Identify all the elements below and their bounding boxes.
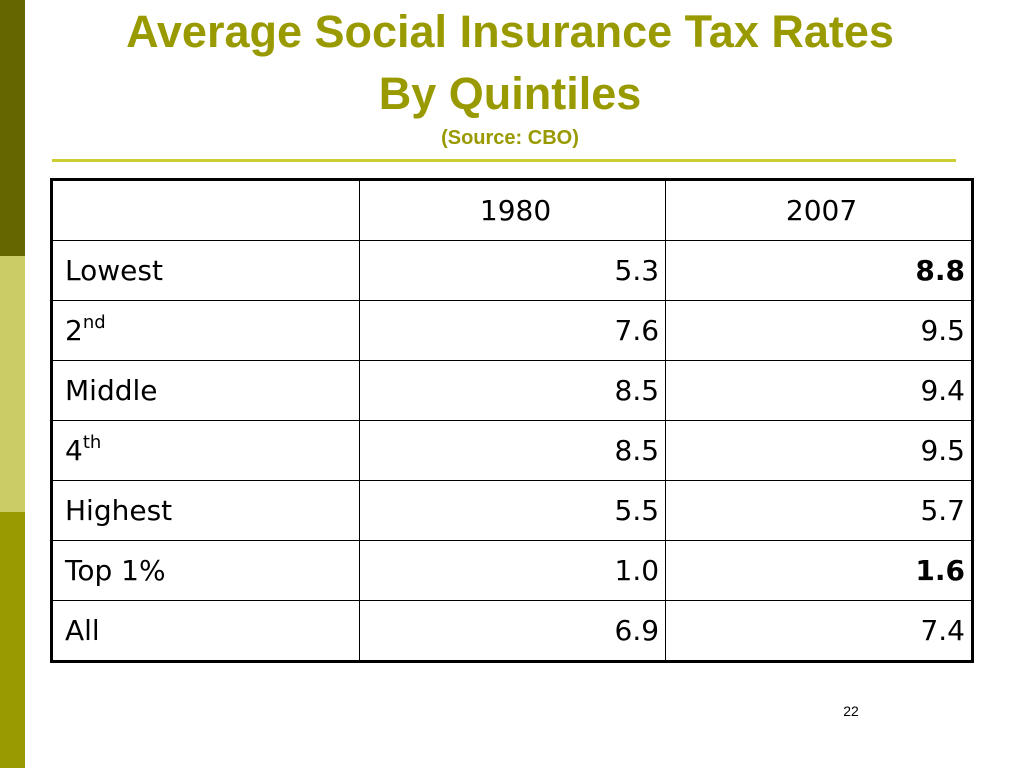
row-label-superscript: th xyxy=(82,432,102,453)
row-label: 4th xyxy=(50,420,361,481)
slide-title-line1: Average Social Insurance Tax Rates xyxy=(126,6,894,57)
row-label-text: Highest xyxy=(65,494,173,527)
side-stripe-bottom xyxy=(0,512,25,768)
row-label-text: 4 xyxy=(65,434,83,467)
header-cell-2007: 2007 xyxy=(665,179,973,241)
table-header-row: 1980 2007 xyxy=(50,179,973,241)
cell-1980: 7.6 xyxy=(359,300,667,361)
row-label-text: All xyxy=(65,614,100,647)
table-row: Top 1% 1.0 1.6 xyxy=(50,540,973,601)
side-stripe-middle xyxy=(0,256,25,512)
row-label: 2nd xyxy=(50,300,361,361)
row-label-text: Top 1% xyxy=(65,554,166,587)
row-label-text: Middle xyxy=(65,374,158,407)
table-body: Lowest 5.3 8.8 2nd 7.6 9.5 Middle 8.5 9.… xyxy=(50,240,973,662)
table-row: All 6.9 7.4 xyxy=(50,600,973,662)
row-label: All xyxy=(50,600,361,662)
row-label: Top 1% xyxy=(50,540,361,601)
cell-2007: 9.4 xyxy=(665,360,973,421)
title-divider xyxy=(52,159,956,162)
row-label-text: 2 xyxy=(65,314,83,347)
header-cell-label xyxy=(50,179,361,241)
cell-2007: 7.4 xyxy=(665,600,973,662)
cell-1980: 5.5 xyxy=(359,480,667,541)
table-row: Middle 8.5 9.4 xyxy=(50,360,973,421)
side-stripe-top xyxy=(0,0,25,256)
cell-1980: 8.5 xyxy=(359,420,667,481)
table-row: 2nd 7.6 9.5 xyxy=(50,300,973,361)
header-cell-1980: 1980 xyxy=(359,179,667,241)
row-label: Highest xyxy=(50,480,361,541)
cell-2007: 1.6 xyxy=(665,540,973,601)
cell-2007: 9.5 xyxy=(665,300,973,361)
table-row: Highest 5.5 5.7 xyxy=(50,480,973,541)
row-label: Lowest xyxy=(50,240,361,301)
cell-2007: 5.7 xyxy=(665,480,973,541)
cell-1980: 8.5 xyxy=(359,360,667,421)
cell-2007: 8.8 xyxy=(665,240,973,301)
table-row: 4th 8.5 9.5 xyxy=(50,420,973,481)
row-label-superscript: nd xyxy=(82,312,106,333)
tax-rates-table: 1980 2007 Lowest 5.3 8.8 2nd 7.6 9.5 Mid… xyxy=(50,178,974,663)
cell-1980: 6.9 xyxy=(359,600,667,662)
table-row: Lowest 5.3 8.8 xyxy=(50,240,973,301)
cell-2007: 9.5 xyxy=(665,420,973,481)
row-label: Middle xyxy=(50,360,361,421)
cell-1980: 1.0 xyxy=(359,540,667,601)
slide-title-line2: By Quintiles xyxy=(378,68,642,119)
cell-1980: 5.3 xyxy=(359,240,667,301)
row-label-text: Lowest xyxy=(65,254,163,287)
page-number: 22 xyxy=(843,703,859,719)
slide-subtitle: (Source: CBO) xyxy=(441,127,579,149)
